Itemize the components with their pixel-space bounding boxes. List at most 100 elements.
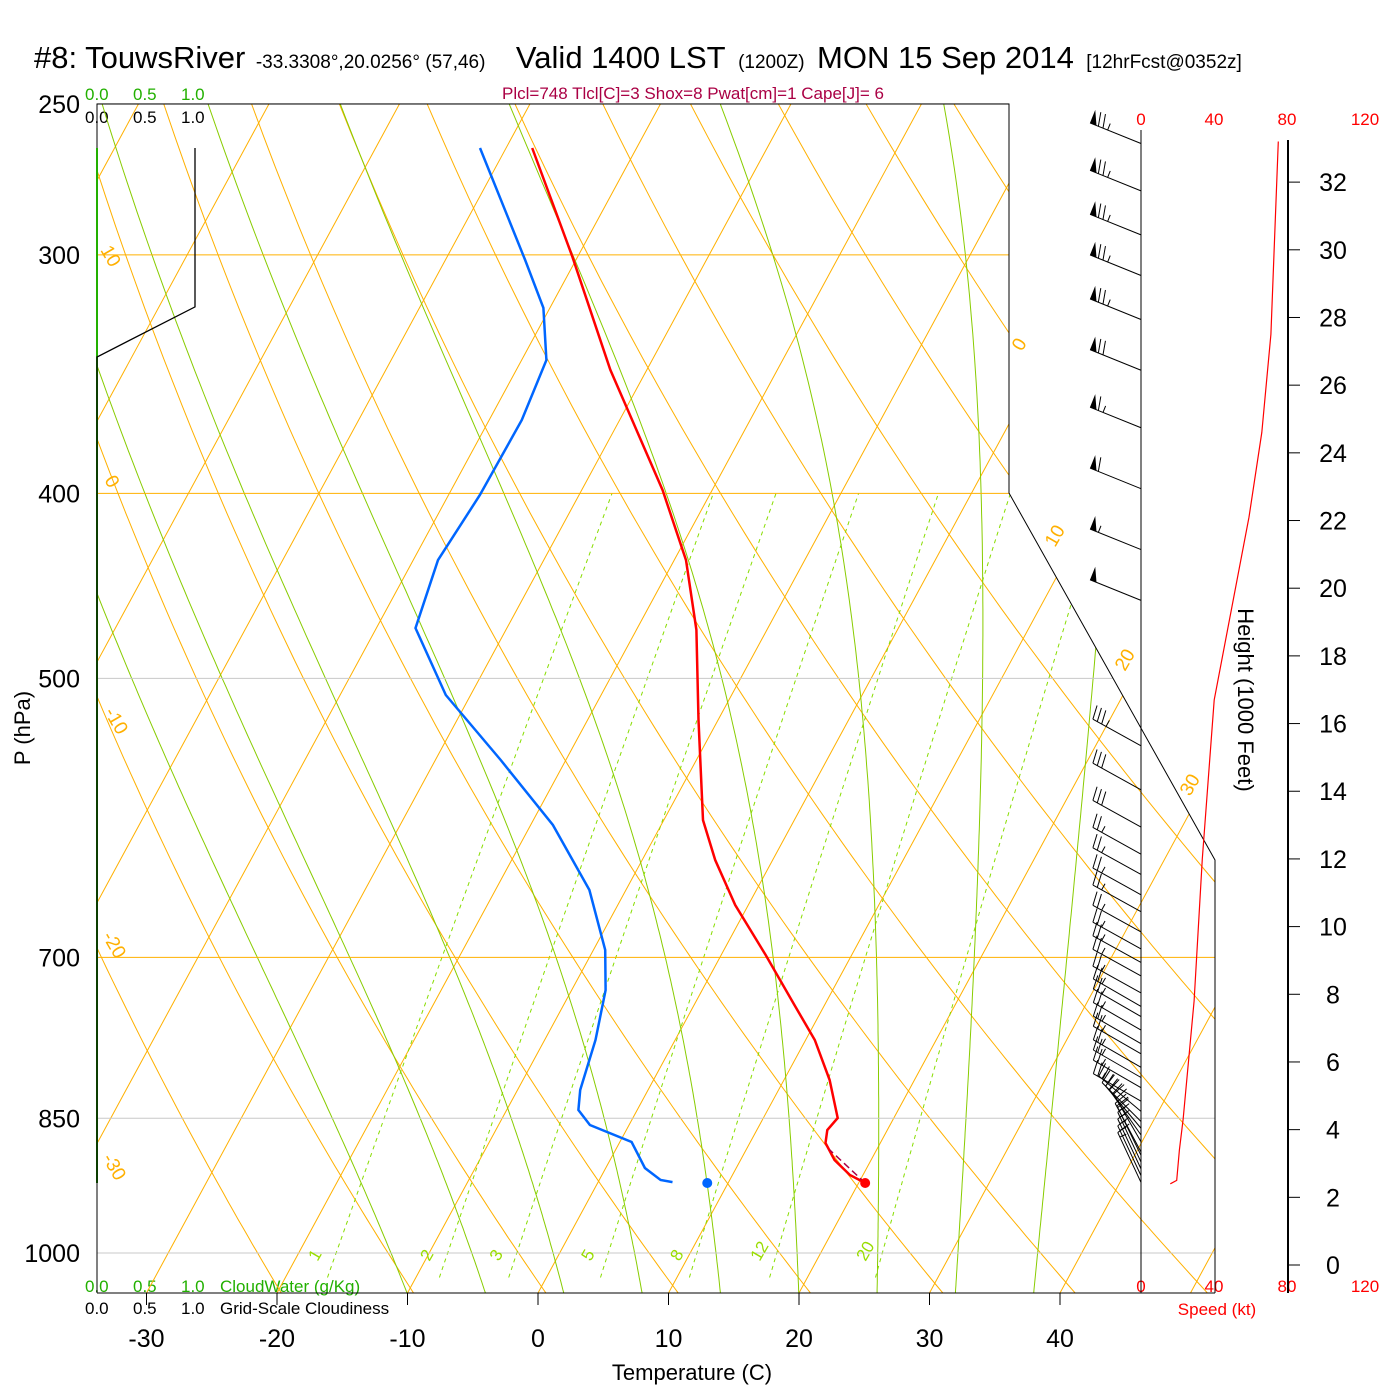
wind-barb-staff: [1089, 467, 1142, 490]
x-tick-label: 0: [531, 1325, 545, 1353]
moist-adiabat: [719, 104, 880, 1293]
wind-barb-feather: [1117, 1103, 1130, 1113]
dry-adiabat: [97, 104, 679, 1293]
wind-barb-feather: [1101, 754, 1107, 769]
wind-barb: [1092, 854, 1142, 896]
height-tick-label: 0: [1326, 1252, 1340, 1280]
wind-barb: [1092, 705, 1142, 747]
wind-barb-feather: [1092, 1012, 1099, 1027]
wind-barb: [1105, 1074, 1142, 1129]
dry-adiabat: [251, 104, 944, 1293]
isotherm-label: 30: [1176, 771, 1205, 800]
wind-barb-feather: [1097, 112, 1102, 127]
pressure-tick-label: 500: [38, 665, 80, 693]
dry-adiabat: [163, 104, 812, 1293]
moist-adiabat: [97, 104, 487, 1293]
x-tick-label: 30: [916, 1325, 944, 1353]
height-tick-label: 2: [1326, 1184, 1340, 1212]
isotherm-line: [537, 104, 1184, 1293]
wind-barb-feather: [1097, 203, 1102, 218]
height-tick-label: 30: [1319, 237, 1347, 265]
isotherm-line: [928, 104, 1215, 1293]
dry-adiabat: [602, 104, 1215, 1293]
valid-date: MON 15 Sep 2014: [817, 40, 1074, 75]
wind-barb: [1092, 1036, 1142, 1078]
moist-adiabat: [97, 104, 408, 1293]
wind-barb-feather: [1109, 1079, 1120, 1091]
wind-barb-half-feather: [1101, 934, 1106, 941]
wind-barb-feather: [1096, 707, 1102, 722]
wind-barb-pennant: [1090, 241, 1097, 258]
wind-barb-feather: [1092, 1026, 1099, 1040]
moist-adiabat: [207, 104, 643, 1293]
isotherm-label: -30: [98, 1150, 130, 1184]
wind-barb: [1092, 1002, 1142, 1045]
wind-barb-pennant: [1090, 394, 1097, 410]
wind-barb-staff: [1089, 349, 1142, 371]
wind-barb-feather: [1097, 159, 1102, 174]
isotherm-line: [97, 104, 401, 1293]
wind-barb-feather: [1092, 813, 1098, 828]
pressure-tick-label: 1000: [24, 1240, 80, 1268]
station-name: #8: TouwsRiver: [34, 40, 245, 75]
isotherm-line: [0, 104, 8, 1294]
x-tick-label: 10: [655, 1325, 683, 1353]
wind-barb-feather: [1111, 1083, 1123, 1095]
valid-time: Valid 1400 LST: [516, 40, 726, 75]
wind-barb-feather: [1092, 1059, 1099, 1074]
bottom-cloudiness-scale: 0.0 0.5 1.0 Grid-Scale Cloudiness: [85, 1299, 389, 1318]
wind-barb-feather: [1097, 288, 1102, 303]
isotherm-label: -10: [100, 704, 132, 738]
pressure-tick-label: 400: [38, 480, 80, 508]
wind-barb-feather: [1097, 1048, 1103, 1063]
wind-barb-feather: [1101, 710, 1107, 725]
isotherm-label: 0: [100, 472, 123, 492]
wind-barb-staff: [1092, 847, 1142, 875]
wind-barb-feather: [1117, 1116, 1130, 1127]
isotherm-line: [97, 104, 270, 1293]
scale-label: 0: [1136, 110, 1145, 129]
wind-barb-feather: [1096, 836, 1102, 851]
stability-indices: Plcl=748 Tlcl[C]=3 Shox=8 Pwat[cm]=1 Cap…: [502, 84, 884, 103]
dry-adiabat: [1393, 104, 1400, 1294]
wind-barb: [1089, 566, 1142, 601]
height-tick-label: 10: [1319, 914, 1347, 942]
wind-barb-half-feather: [1105, 720, 1110, 727]
wind-barb-feather: [1098, 1063, 1107, 1077]
isotherm-label: 0: [1008, 335, 1031, 355]
wind-barb: [1092, 786, 1142, 828]
wind-barb-feather: [1096, 788, 1102, 803]
wind-barb: [1117, 1123, 1142, 1183]
isotherm-line: [145, 104, 792, 1293]
wind-barb-half-feather: [1107, 170, 1111, 178]
wind-barb-feather: [1105, 1074, 1115, 1087]
x-tick-label: -20: [259, 1325, 295, 1353]
wind-barb-staff: [1092, 904, 1142, 933]
wind-barb-feather: [1102, 113, 1106, 129]
wind-barb-staff: [1092, 948, 1142, 977]
wind-barb: [1089, 241, 1142, 276]
top-speed-scale: 0 40 80 120: [1136, 110, 1379, 129]
wind-barb-pennant: [1090, 157, 1097, 173]
height-tick-label: 20: [1319, 575, 1347, 603]
height-tick-label: 14: [1319, 778, 1347, 806]
wind-barb-staff: [1089, 406, 1142, 429]
cloudwater-label: CloudWater (g/Kg): [220, 1277, 360, 1296]
wind-barb: [1089, 394, 1142, 429]
wind-barb: [1089, 516, 1142, 551]
wind-barb-half-feather: [1101, 1048, 1106, 1056]
wind-barb: [1089, 285, 1142, 320]
mixing-ratio-line: [600, 493, 860, 1278]
moist-adiabat: [508, 104, 800, 1293]
wind-barb: [1092, 1026, 1142, 1068]
wind-barb-feather: [1097, 1038, 1103, 1053]
wind-barb: [1089, 336, 1142, 371]
wind-barb-pennant: [1090, 336, 1097, 353]
wind-barb-feather: [1096, 910, 1102, 925]
dry-adiabat: [1305, 104, 1400, 1294]
isobars: [97, 103, 1215, 1254]
wind-barb-half-feather: [1101, 1001, 1106, 1008]
wind-barb-feather: [1117, 1123, 1130, 1133]
wind-barb-feather: [1097, 244, 1102, 259]
wind-barb-feather: [1102, 289, 1106, 305]
